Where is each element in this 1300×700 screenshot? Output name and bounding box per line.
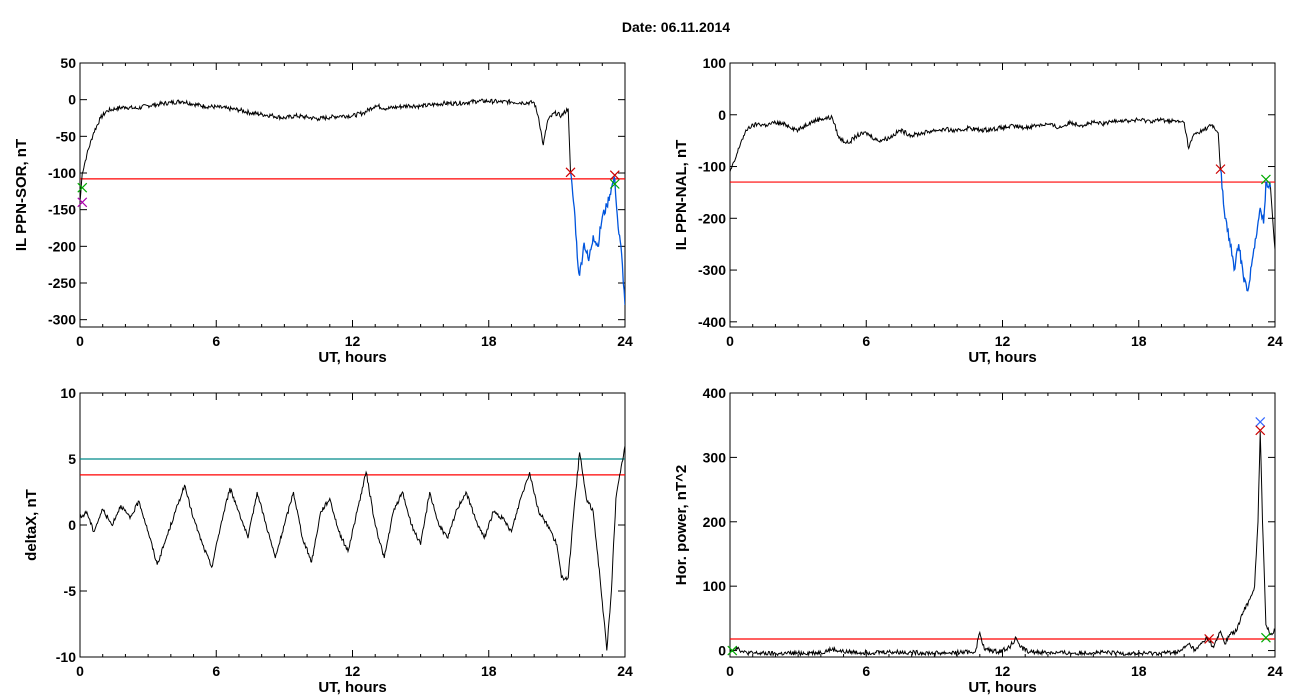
y-tick-label: -300: [698, 262, 726, 278]
y-tick-label: 50: [60, 55, 76, 71]
chart-panel: 0 6 12 18 24 10 5 0 -5 -10 UT, hours deltaX, nT: [23, 385, 633, 696]
y-tick-label: 100: [703, 578, 727, 594]
plot-frame: [729, 392, 1276, 658]
x-axis-label: UT, hours: [318, 679, 386, 696]
x-tick-label: 24: [617, 333, 633, 349]
x-tick-label: 6: [212, 333, 220, 349]
y-tick-label: -5: [64, 583, 77, 599]
data-trace: [80, 445, 625, 651]
event-marker: [77, 197, 88, 208]
x-axis-label: UT, hours: [968, 349, 1036, 366]
event-marker: [1255, 417, 1266, 427]
chart-panel: 0 6 12 18 24 400 300 200 100 0 UT, hours Hor. power…: [673, 385, 1283, 696]
y-tick-label: -200: [698, 210, 726, 226]
event-marker: [1204, 634, 1215, 644]
highlighted-trace: [1219, 168, 1272, 292]
figure-title: Date: 06.11.2014: [621, 19, 731, 35]
y-tick-label: -300: [48, 312, 76, 328]
data-trace: [730, 114, 1221, 172]
x-tick-label: 24: [1267, 663, 1283, 679]
x-tick-label: 0: [76, 663, 84, 679]
x-tick-label: 12: [995, 663, 1011, 679]
y-tick-label: 100: [703, 55, 727, 71]
chart-panel: 0 6 12 18 24 50 0 -50 -100 -150 -200 -250 -300 UT, ho…: [13, 55, 633, 366]
y-tick-label: 10: [60, 385, 76, 401]
data-trace: [730, 431, 1275, 657]
event-marker: [1260, 174, 1271, 185]
event-marker: [727, 645, 738, 656]
y-tick-label: 400: [703, 385, 727, 401]
x-tick-label: 18: [481, 663, 497, 679]
x-tick-label: 24: [617, 663, 633, 679]
x-tick-label: 6: [862, 663, 870, 679]
x-tick-label: 12: [995, 333, 1011, 349]
event-marker: [609, 170, 620, 181]
y-tick-label: -200: [48, 238, 76, 254]
event-marker: [1260, 632, 1271, 643]
event-marker: [609, 179, 620, 189]
y-tick-label: -400: [698, 314, 726, 330]
x-tick-label: 24: [1267, 333, 1283, 349]
plot-frame: [729, 62, 1276, 328]
y-tick-label: 0: [68, 92, 76, 108]
data-trace: [80, 98, 571, 203]
data-trace: [1270, 187, 1275, 250]
y-tick-label: 5: [68, 451, 76, 467]
x-tick-label: 12: [345, 333, 361, 349]
plot-frame: [79, 392, 626, 658]
x-tick-label: 0: [76, 333, 84, 349]
y-tick-label: 200: [703, 514, 727, 530]
y-tick-label: 300: [703, 449, 727, 465]
x-tick-label: 6: [862, 333, 870, 349]
y-tick-label: -50: [56, 128, 76, 144]
y-tick-label: 0: [718, 643, 726, 659]
x-axis-label: UT, hours: [968, 679, 1036, 696]
y-tick-label: 0: [68, 517, 76, 533]
x-tick-label: 18: [1131, 333, 1147, 349]
x-tick-label: 6: [212, 663, 220, 679]
highlighted-trace: [569, 172, 625, 306]
x-tick-label: 12: [345, 663, 361, 679]
chart-panel: 0 6 12 18 24 100 0 -100 -200 -300 -400 UT, hours IL …: [673, 55, 1283, 366]
event-marker: [565, 167, 576, 178]
x-tick-label: 18: [481, 333, 497, 349]
y-tick-label: -100: [48, 165, 76, 181]
y-tick-label: -150: [48, 202, 76, 218]
x-tick-label: 0: [726, 663, 734, 679]
event-marker: [77, 182, 88, 193]
y-tick-label: -250: [48, 275, 76, 291]
x-axis-label: UT, hours: [318, 349, 386, 366]
event-marker: [1255, 425, 1266, 436]
y-axis-label: IL PPN-NAL, nT: [673, 140, 690, 251]
x-tick-label: 18: [1131, 663, 1147, 679]
y-tick-label: 0: [718, 107, 726, 123]
y-axis-label: Hor. power, nT^2: [673, 465, 690, 585]
y-axis-label: deltaX, nT: [23, 489, 40, 561]
x-tick-label: 0: [726, 333, 734, 349]
y-tick-label: -10: [56, 649, 76, 665]
y-axis-label: IL PPN-SOR, nT: [13, 139, 30, 251]
event-marker: [1215, 164, 1226, 175]
y-tick-label: -100: [698, 159, 726, 175]
